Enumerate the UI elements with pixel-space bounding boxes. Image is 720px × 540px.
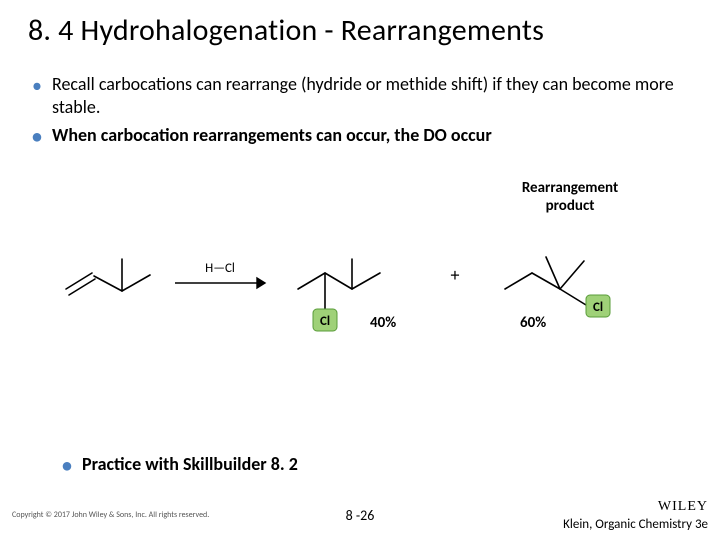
rearrangement-label-2: product	[546, 197, 595, 215]
wiley-logo: WILEY	[658, 499, 708, 515]
cl-label-2: Cl	[593, 300, 603, 315]
product-1	[298, 259, 380, 309]
reagent-label: H—Cl	[205, 261, 235, 276]
percent-1: 40%	[370, 314, 396, 332]
reaction-svg: Rearrangement product H—Cl	[60, 177, 660, 357]
footer: Copyright © 2017 John Wiley & Sons, Inc.…	[0, 500, 720, 530]
page-number: 8 -26	[346, 507, 375, 524]
reaction-figure: Rearrangement product H—Cl	[0, 151, 720, 357]
copyright-text: Copyright © 2017 John Wiley & Sons, Inc.…	[12, 510, 209, 520]
percent-2: 60%	[520, 314, 546, 332]
bullet-1: Recall carbocations can rearrange (hydri…	[30, 73, 690, 120]
slide-title: 8. 4 Hydrohalogenation - Rearrangements	[0, 0, 720, 55]
cl-label-1: Cl	[320, 314, 330, 329]
practice-list: Practice with Skillbuilder 8. 2	[30, 435, 690, 480]
starting-material	[66, 259, 150, 295]
footer-right: WILEY Klein, Organic Chemistry 3e	[563, 499, 708, 532]
bullet-2: When carbocation rearrangements can occu…	[30, 124, 690, 147]
book-reference: Klein, Organic Chemistry 3e	[563, 517, 708, 532]
rearrangement-label-1: Rearrangement	[522, 179, 618, 197]
bullet-list: Recall carbocations can rearrange (hydri…	[0, 55, 720, 147]
plus-sign: +	[451, 264, 460, 286]
bullet-practice: Practice with Skillbuilder 8. 2	[60, 453, 660, 476]
product-2	[505, 257, 586, 305]
reaction-arrow	[175, 278, 265, 288]
